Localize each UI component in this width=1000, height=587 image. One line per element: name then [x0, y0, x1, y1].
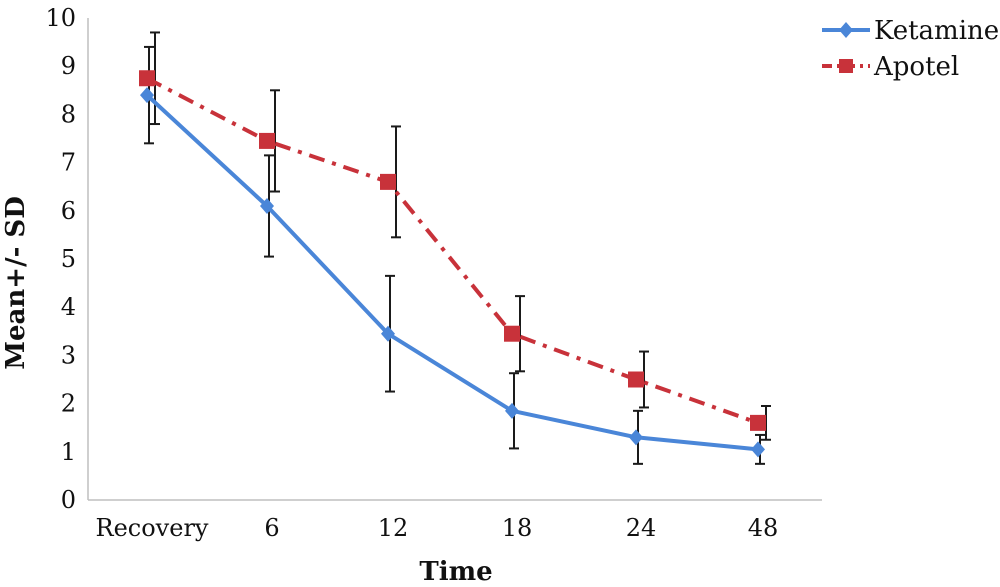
- legend-marker: [839, 59, 853, 73]
- legend-marker: [839, 22, 853, 38]
- y-tick-label: 8: [61, 100, 76, 128]
- y-tick-label: 4: [61, 293, 76, 321]
- x-tick-label: Recovery: [96, 514, 209, 542]
- data-point-ketamine: [629, 429, 643, 446]
- data-point-apotel: [504, 325, 520, 342]
- data-point-ketamine: [381, 325, 395, 342]
- x-tick-label: 24: [626, 514, 657, 542]
- legend: Ketamine Apotel: [822, 16, 999, 82]
- y-tick-label: 9: [61, 52, 76, 80]
- x-axis-title: Time: [419, 557, 492, 587]
- y-tick-label: 0: [61, 486, 76, 514]
- y-tick-label: 2: [61, 390, 76, 418]
- error-bars: [144, 31, 771, 465]
- data-point-ketamine: [505, 402, 519, 419]
- data-point-apotel: [139, 70, 155, 87]
- legend-label: Apotel: [873, 52, 959, 82]
- series-markers: [139, 70, 766, 458]
- data-point-ketamine: [140, 87, 154, 104]
- data-point-ketamine: [751, 441, 765, 458]
- x-tick-label: 6: [264, 514, 279, 542]
- data-point-apotel: [750, 414, 766, 431]
- axes: [87, 18, 822, 501]
- series-lines: [145, 76, 759, 452]
- y-tick-label: 3: [61, 341, 76, 369]
- y-tick-label: 7: [61, 149, 76, 177]
- y-tick-label: 6: [61, 197, 76, 225]
- y-tick-label: 10: [45, 4, 76, 32]
- series-line-ketamine: [145, 93, 759, 452]
- data-point-apotel: [380, 173, 396, 190]
- x-tick-label: 18: [502, 514, 533, 542]
- data-point-apotel: [259, 132, 275, 149]
- data-point-apotel: [628, 371, 644, 388]
- y-tick-label: 5: [61, 245, 76, 273]
- y-tick-label: 1: [61, 438, 76, 466]
- x-tick-label: 48: [748, 514, 779, 542]
- x-tick-label: 12: [378, 514, 409, 542]
- y-axis-title: Mean+/- SD: [1, 196, 31, 370]
- series-line-apotel: [146, 76, 759, 425]
- data-point-ketamine: [260, 197, 274, 214]
- legend-label: Ketamine: [874, 16, 999, 46]
